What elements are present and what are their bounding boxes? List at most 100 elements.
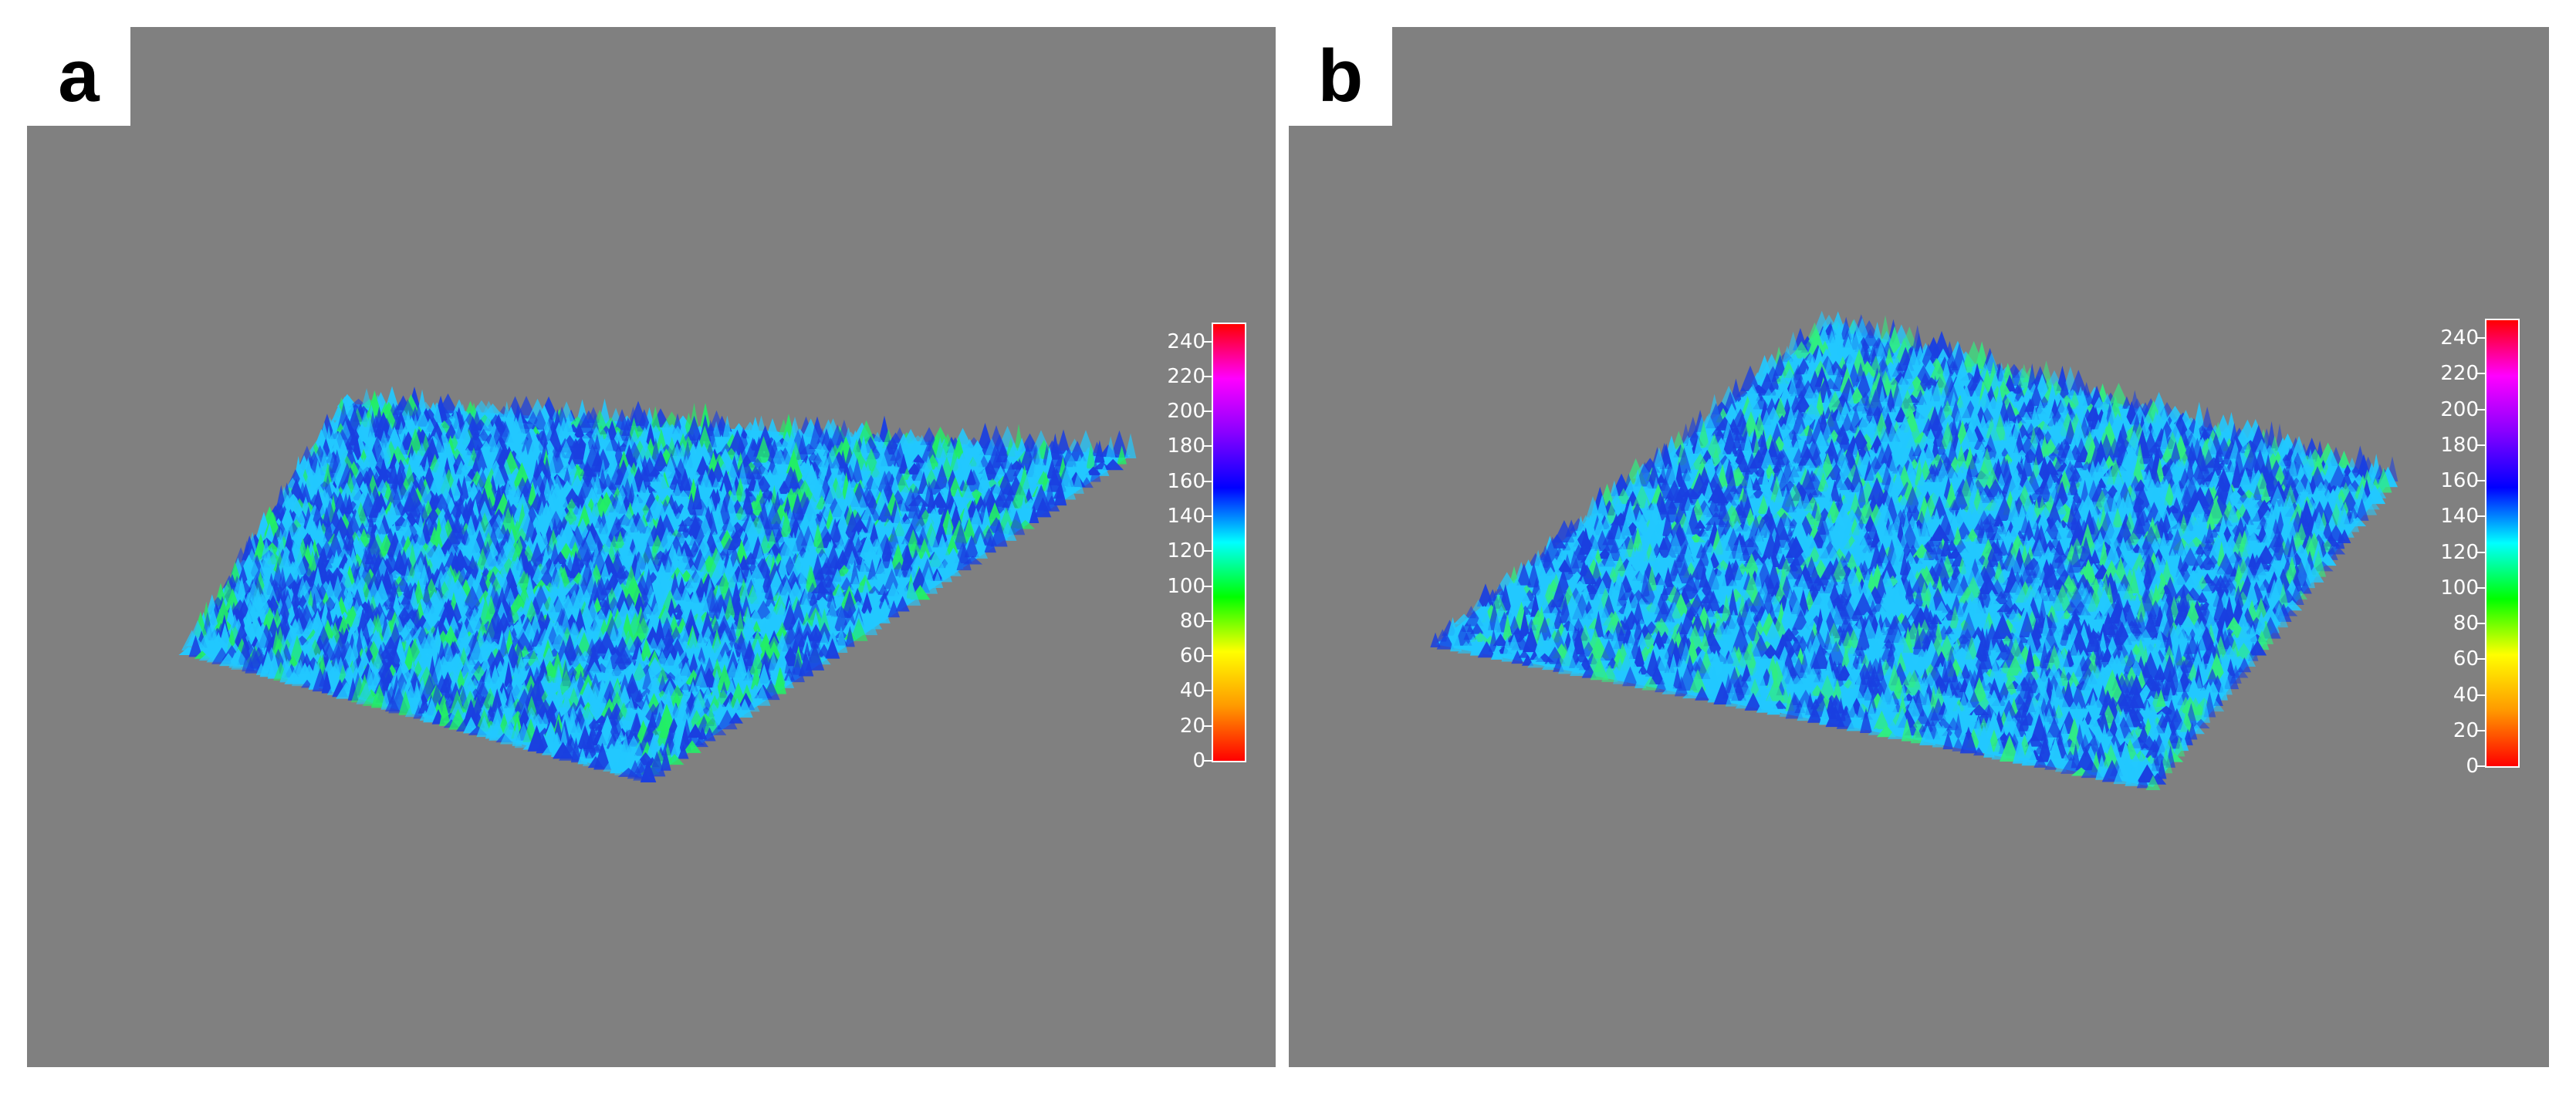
surface-spike [531, 409, 549, 430]
surface-spike [763, 610, 784, 635]
surface-spike [710, 438, 721, 454]
surface-spike [478, 596, 493, 625]
surface-spike [549, 624, 572, 652]
surface-spike [617, 418, 629, 441]
surface-spike [2170, 460, 2183, 487]
surface-spike [685, 629, 701, 656]
surface-spike [1043, 495, 1060, 512]
surface-spike [716, 434, 727, 448]
surface-spike [744, 586, 763, 611]
surface-spike [766, 650, 780, 678]
surface-spike [887, 600, 901, 618]
surface-spike [2375, 468, 2392, 493]
surface-spike [701, 686, 715, 703]
surface-spike [879, 519, 901, 535]
surface-spike [784, 646, 796, 674]
surface-texture [1430, 310, 2399, 790]
surface-spike [660, 590, 680, 612]
surface-texture [178, 386, 1137, 782]
surface-spike [914, 434, 929, 451]
surface-spike [805, 644, 825, 671]
surface-spike [652, 450, 670, 471]
surface-spike [570, 652, 587, 669]
surface-spike [488, 718, 506, 741]
surface-spike [984, 535, 996, 553]
surface-spike [810, 611, 822, 634]
surface-spike [1913, 401, 1923, 427]
surface-spike [952, 522, 969, 550]
colorbar-tick-label: 180 [1167, 434, 1205, 458]
surface-spike [678, 744, 689, 759]
surface-spike [1094, 440, 1105, 463]
surface-spike [732, 596, 745, 623]
surface-spike [1029, 505, 1040, 523]
surface-spike [385, 481, 404, 510]
surface-spike [698, 591, 711, 617]
surface-spike [439, 700, 451, 726]
surface-spike [593, 742, 611, 770]
surface-spike [968, 507, 985, 532]
surface-spike [1886, 326, 1903, 353]
surface-spike [963, 469, 984, 492]
surface-spike [2073, 454, 2084, 468]
surface-spike [2249, 466, 2259, 493]
surface-spike [546, 704, 558, 726]
surface-spike [779, 510, 793, 538]
colorbar-tick-mark [1204, 480, 1212, 482]
surface-spike [698, 726, 708, 740]
surface-spike [1834, 321, 1844, 346]
surface-spike [2311, 454, 2326, 475]
surface-spike [2063, 447, 2077, 466]
surface-spike [2337, 450, 2351, 468]
surface-plot-b [1430, 310, 2399, 790]
surface-spike [809, 423, 823, 450]
surface-spike [857, 556, 868, 579]
surface-spike [1110, 430, 1129, 458]
surface-spike [935, 541, 952, 562]
surface-spike [1807, 329, 1827, 355]
surface-spike [903, 568, 917, 585]
surface-spike [1104, 436, 1117, 464]
surface-spike [820, 577, 839, 595]
surface-spike [856, 528, 868, 539]
surface-spike [716, 664, 733, 691]
surface-spike [1872, 322, 1882, 341]
surface-spike [649, 406, 661, 433]
surface-spike [960, 485, 977, 505]
surface-spike [2013, 395, 2031, 410]
surface-spike [843, 606, 857, 626]
surface-spike [839, 576, 854, 590]
colorbar-tick-label: 80 [1179, 609, 1205, 633]
surface-spike [326, 532, 345, 559]
surface-spike [1077, 461, 1092, 481]
surface-spike [850, 559, 860, 585]
surface-spike [872, 560, 891, 581]
colorbar-tick-label: 140 [1167, 505, 1205, 529]
surface-spike [1117, 445, 1127, 465]
surface-spike [2169, 441, 2182, 465]
surface-spike [735, 610, 745, 637]
surface-spike [1935, 441, 1948, 455]
surface-spike [640, 759, 657, 782]
surface-spike [1058, 465, 1077, 493]
surface-spike [753, 684, 771, 706]
colorbar-tick-mark [1204, 585, 1212, 587]
surface-spike [2252, 485, 2263, 501]
surface-spike [1790, 341, 1812, 359]
surface-spike [1008, 509, 1026, 535]
surface-spike [776, 480, 792, 495]
surface-spike [734, 630, 749, 658]
surface-spike [890, 543, 907, 569]
surface-spike [700, 610, 715, 638]
surface-spike [2212, 449, 2223, 476]
surface-spike [575, 694, 587, 711]
surface-spike [989, 447, 1006, 475]
surface-spike [1757, 372, 1777, 396]
surface-spike [940, 564, 952, 583]
surface-spike [1813, 310, 1831, 333]
surface-spike [908, 505, 928, 532]
surface-spike [666, 597, 678, 619]
surface-spike [727, 622, 738, 642]
surface-spike [740, 595, 752, 617]
surface-spike [879, 610, 891, 623]
